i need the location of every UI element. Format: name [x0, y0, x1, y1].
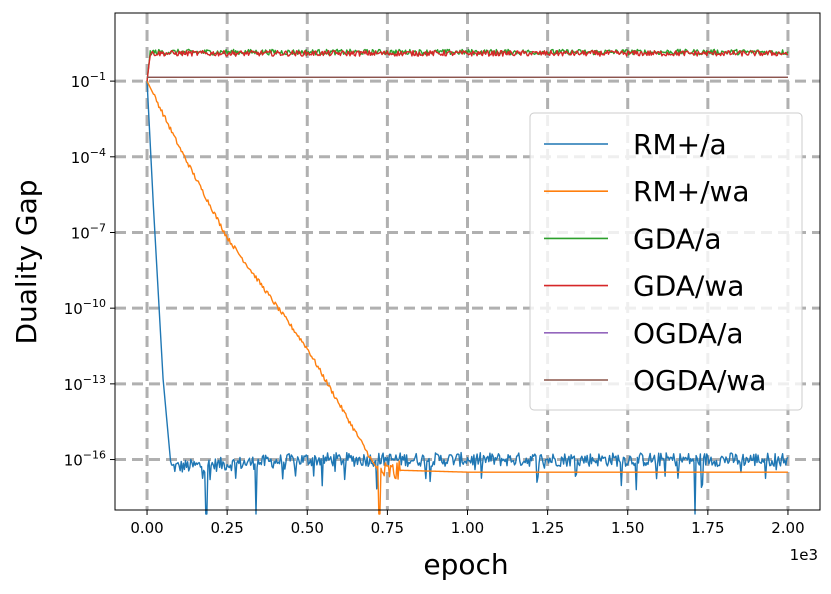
- x-tick-label: 1.75: [691, 519, 724, 537]
- legend-label: OGDA/a: [633, 317, 744, 350]
- x-tick-label: 0.00: [130, 519, 163, 537]
- x-scale-note: 1e3: [790, 546, 818, 564]
- y-tick-label: 10−10: [64, 297, 106, 318]
- x-tick-label: 0.50: [291, 519, 324, 537]
- y-tick-label: 10−4: [71, 146, 106, 167]
- legend: RM+/a RM+/wa GDA/a GDA/wa OGDA/a OGDA/wa: [529, 112, 803, 411]
- x-tick-label: 1.50: [611, 519, 644, 537]
- series-line-rm-wa: [146, 80, 788, 515]
- x-tick-label: 0.25: [210, 519, 243, 537]
- legend-label: GDA/wa: [633, 270, 744, 303]
- x-tick-label: 1.00: [451, 519, 484, 537]
- series-line-gda-wa: [146, 49, 788, 82]
- x-tick-label: 2.00: [771, 519, 804, 537]
- y-tick-label: 10−1: [71, 70, 106, 91]
- y-tick-label: 10−16: [64, 449, 106, 470]
- x-tick-label: 1.25: [531, 519, 564, 537]
- legend-label: OGDA/wa: [633, 364, 766, 397]
- y-axis-ticks: 10−1 10−4 10−7 10−10 10−13 10−16: [64, 70, 115, 470]
- x-axis-ticks: 0.00 0.25 0.50 0.75 1.00 1.25 1.50 1.75 2.00: [130, 510, 805, 537]
- legend-label: RM+/wa: [633, 175, 750, 208]
- x-axis-label: epoch: [423, 548, 508, 581]
- series-line-rm-a: [146, 81, 789, 515]
- series-lines: [146, 48, 789, 515]
- legend-label: GDA/a: [633, 222, 722, 255]
- y-axis-label: Duality Gap: [10, 179, 43, 344]
- y-tick-label: 10−7: [71, 221, 106, 242]
- x-tick-label: 0.75: [371, 519, 404, 537]
- legend-label: RM+/a: [633, 128, 727, 161]
- legend-box: [529, 112, 803, 411]
- y-tick-label: 10−13: [64, 373, 106, 394]
